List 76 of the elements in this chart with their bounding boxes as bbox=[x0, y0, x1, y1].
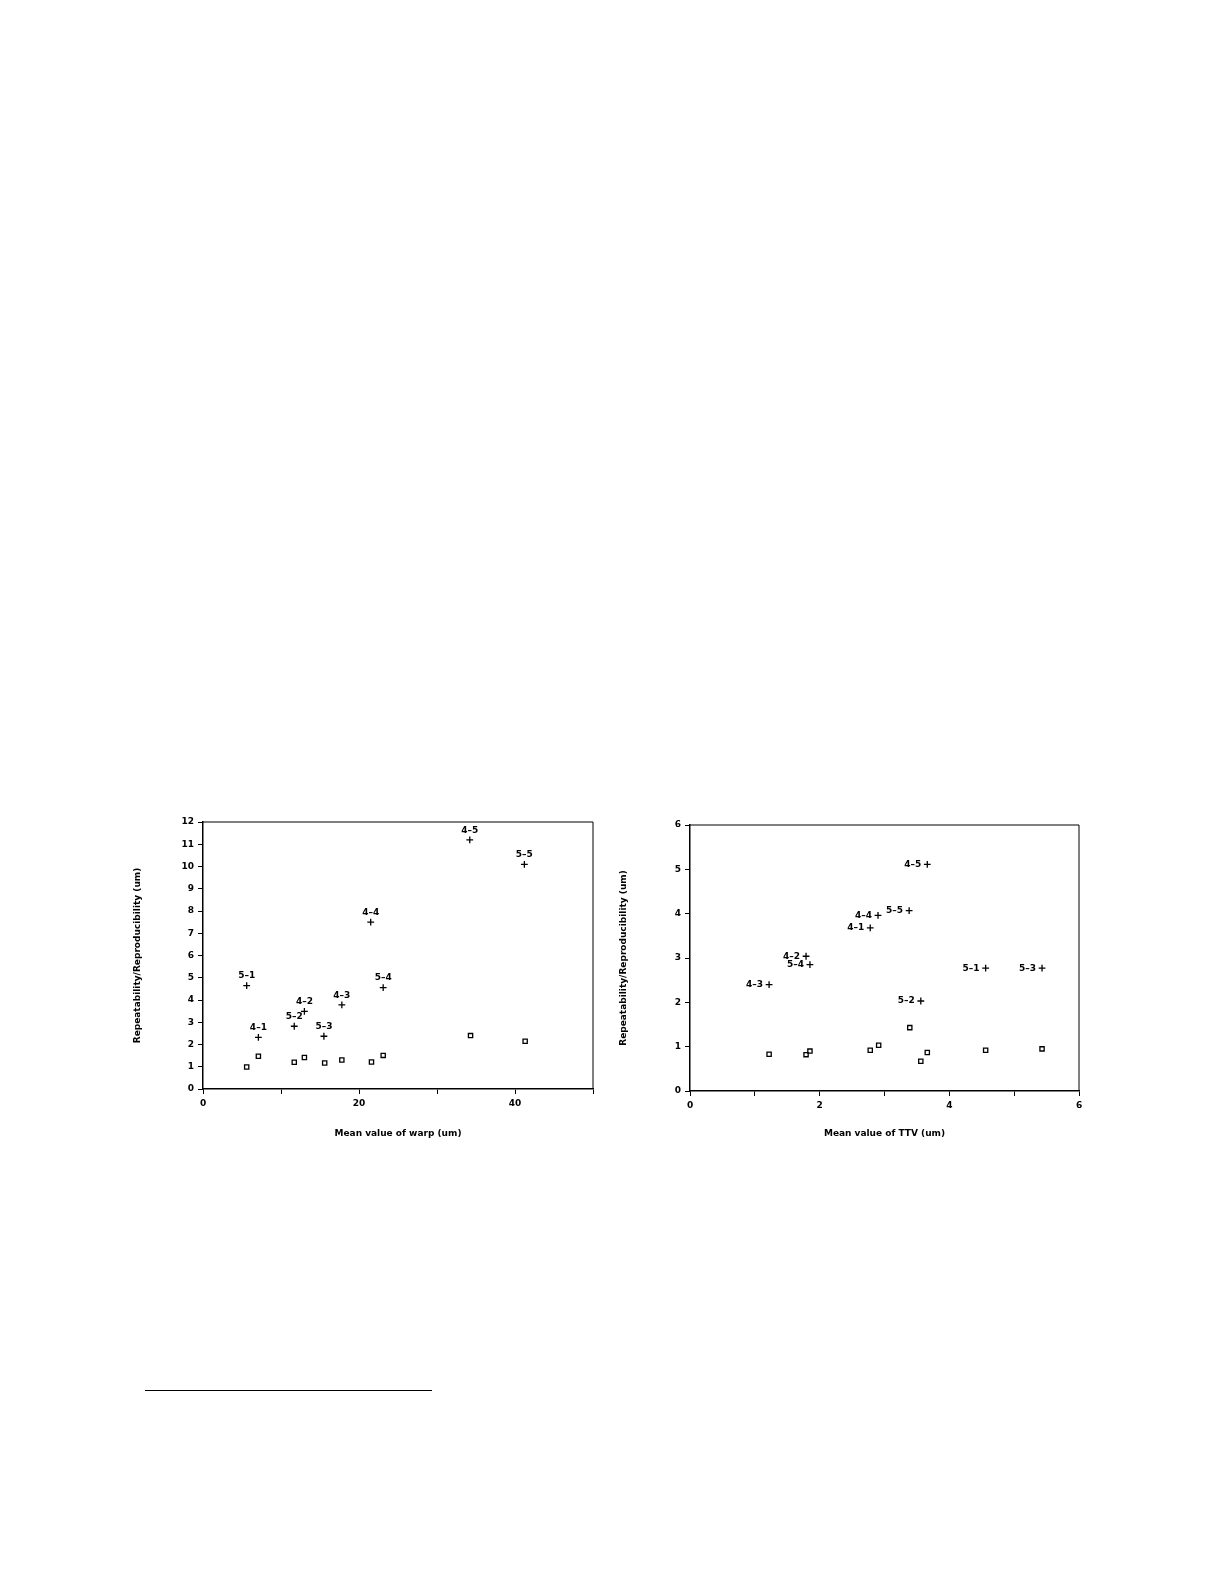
y-tick-label: 8 bbox=[187, 905, 194, 916]
y-tick-label: 12 bbox=[181, 816, 194, 827]
y-tick-label: 10 bbox=[181, 860, 194, 871]
point bbox=[380, 1052, 386, 1059]
point bbox=[291, 1059, 298, 1066]
y-tick-label: 9 bbox=[187, 883, 194, 894]
point bbox=[366, 918, 375, 927]
annotation: 4–1 bbox=[847, 922, 865, 933]
point bbox=[916, 996, 925, 1006]
annotation: 4–4 bbox=[854, 909, 873, 920]
y-axis-title: Repeatability/Reproducibility (um) bbox=[131, 867, 142, 1044]
point bbox=[766, 1051, 772, 1057]
annotation: 4–5 bbox=[461, 824, 479, 835]
annotation: 5–5 bbox=[515, 849, 533, 860]
annotation: 5–1 bbox=[238, 970, 256, 981]
point bbox=[522, 1038, 528, 1044]
annotation: 5–5 bbox=[886, 904, 904, 915]
y-tick-label: 2 bbox=[187, 1038, 194, 1049]
point bbox=[807, 1048, 813, 1054]
y-tick-label: 7 bbox=[187, 927, 194, 938]
annotation: 4–1 bbox=[249, 1022, 267, 1033]
point bbox=[873, 911, 883, 920]
y-tick-label: 0 bbox=[187, 1083, 194, 1094]
point bbox=[765, 980, 774, 989]
annotation: 5–2 bbox=[285, 1011, 303, 1022]
y-tick-label: 0 bbox=[674, 1085, 681, 1096]
point bbox=[867, 1047, 874, 1053]
annotation: 5–2 bbox=[897, 995, 915, 1006]
point bbox=[918, 1058, 924, 1065]
y-tick-label: 5 bbox=[674, 863, 681, 874]
y-tick-label: 4 bbox=[674, 908, 681, 919]
y-tick-label: 11 bbox=[181, 838, 194, 849]
point bbox=[802, 952, 811, 961]
x-axis-title: Mean value of warp (um) bbox=[334, 1127, 462, 1138]
x-tick-label: 6 bbox=[1075, 1099, 1083, 1110]
y-axis-title: Repeatability/Reproducibility (um) bbox=[617, 870, 628, 1046]
annotation: 4–2 bbox=[783, 950, 801, 961]
point bbox=[905, 906, 914, 915]
annotation: 4–3 bbox=[746, 978, 764, 989]
y-tick-label: 1 bbox=[187, 1061, 194, 1072]
annotation: 5–4 bbox=[786, 958, 804, 969]
x-axis-title: Mean value of TTV (um) bbox=[823, 1127, 946, 1138]
x-tick-label: 0 bbox=[199, 1097, 207, 1108]
x-tick-label: 0 bbox=[686, 1099, 694, 1110]
annotation: 4–5 bbox=[904, 858, 922, 869]
y-tick-label: 3 bbox=[674, 952, 681, 963]
point bbox=[866, 923, 875, 932]
point bbox=[907, 1024, 913, 1031]
point bbox=[982, 1047, 989, 1053]
y-tick-label: 4 bbox=[187, 994, 194, 1005]
point bbox=[321, 1060, 328, 1066]
y-tick-label: 5 bbox=[187, 972, 194, 983]
point bbox=[1039, 1046, 1045, 1052]
y-tick-label: 2 bbox=[674, 996, 681, 1007]
y-tick-label: 6 bbox=[674, 819, 681, 830]
annotation: 5–3 bbox=[315, 1021, 333, 1032]
point bbox=[337, 1000, 346, 1009]
point bbox=[319, 1032, 328, 1041]
x-tick-label: 20 bbox=[352, 1097, 366, 1108]
annotation: 5–1 bbox=[962, 962, 980, 973]
y-tick-label: 6 bbox=[187, 949, 194, 960]
annotation: 5–3 bbox=[1019, 962, 1037, 973]
point bbox=[339, 1057, 345, 1063]
y-tick-label: 1 bbox=[674, 1041, 681, 1052]
annotation: 4–3 bbox=[333, 989, 351, 1000]
x-tick-label: 2 bbox=[816, 1099, 823, 1110]
point bbox=[1038, 964, 1047, 973]
x-tick-label: 40 bbox=[508, 1097, 522, 1108]
annotation: 4–2 bbox=[295, 996, 313, 1007]
annotation: 5–4 bbox=[374, 972, 392, 983]
point bbox=[368, 1059, 375, 1065]
x-tick-label: 4 bbox=[946, 1099, 953, 1110]
point bbox=[805, 960, 814, 969]
point bbox=[243, 1064, 250, 1070]
y-tick-label: 3 bbox=[187, 1016, 194, 1027]
annotation: 4–4 bbox=[362, 906, 380, 917]
